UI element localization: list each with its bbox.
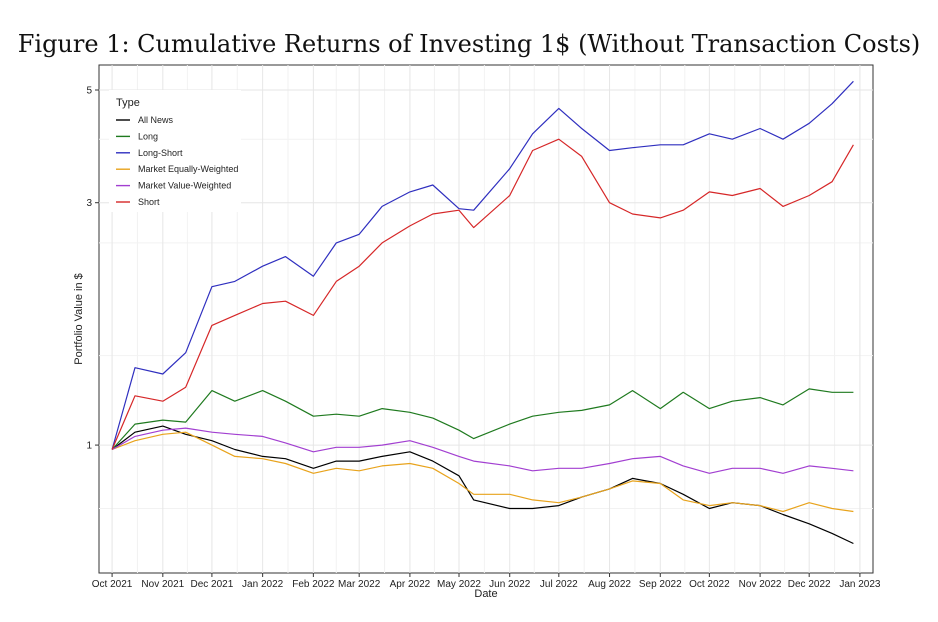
x-tick-label: Jan 2022 bbox=[242, 579, 284, 590]
x-tick-label: Dec 2022 bbox=[788, 579, 831, 590]
y-tick-label: 5 bbox=[86, 86, 92, 97]
x-tick-label: Jun 2022 bbox=[489, 579, 531, 590]
series-line-long bbox=[111, 388, 854, 450]
x-tick-label: Jul 2022 bbox=[540, 579, 578, 590]
legend-label: Market Equally-Weighted bbox=[138, 164, 238, 174]
x-tick-label: Dec 2021 bbox=[191, 579, 234, 590]
x-axis-label: Date bbox=[474, 588, 497, 600]
x-tick-label: Aug 2022 bbox=[588, 579, 631, 590]
x-tick-label: Nov 2022 bbox=[739, 579, 782, 590]
grid-major bbox=[99, 65, 873, 573]
y-axis-label: Portfolio Value in $ bbox=[73, 273, 85, 365]
figure-title: Figure 1: Cumulative Returns of Investin… bbox=[17, 30, 921, 58]
legend: Type All News Long Long-Short Market Equall… bbox=[109, 90, 241, 212]
series-line-long-short bbox=[111, 80, 854, 450]
grid-minor bbox=[99, 65, 873, 573]
y-tick-label: 1 bbox=[86, 441, 92, 452]
x-tick-label: May 2022 bbox=[437, 579, 481, 590]
x-tick-label: Feb 2022 bbox=[292, 579, 335, 590]
x-tick-label: Mar 2022 bbox=[338, 579, 381, 590]
series-line-market-value-weighted bbox=[111, 427, 854, 474]
x-tick-label: Sep 2022 bbox=[639, 579, 682, 590]
x-tick-label: Jan 2023 bbox=[839, 579, 881, 590]
x-axis: Oct 2021 Nov 2021 Dec 2021 Jan 2022 Feb 2022… bbox=[92, 573, 881, 590]
x-tick-label: Oct 2022 bbox=[689, 579, 730, 590]
legend-label: Long-Short bbox=[138, 148, 183, 158]
series-line-market-equally-weighted bbox=[111, 431, 854, 513]
legend-label: Short bbox=[138, 197, 160, 207]
series-layer bbox=[111, 80, 854, 545]
series-line-short bbox=[111, 138, 854, 450]
x-tick-label: Apr 2022 bbox=[390, 579, 431, 590]
legend-label: Long bbox=[138, 131, 158, 141]
x-tick-label: Oct 2021 bbox=[92, 579, 133, 590]
y-tick-label: 3 bbox=[86, 198, 92, 209]
legend-label: Market Value-Weighted bbox=[138, 181, 231, 191]
legend-background bbox=[109, 90, 241, 212]
legend-title: Type bbox=[116, 97, 140, 109]
legend-label: All News bbox=[138, 115, 174, 125]
x-tick-label: Nov 2021 bbox=[141, 579, 184, 590]
y-axis: 1 3 5 bbox=[86, 86, 99, 452]
